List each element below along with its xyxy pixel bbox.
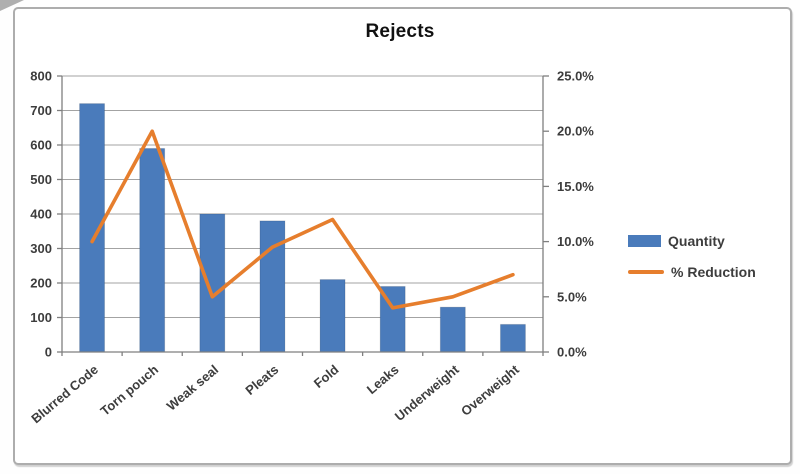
left-axis-label: 100 bbox=[30, 310, 52, 325]
corner-artifact bbox=[0, 0, 24, 11]
category-label: Pleats bbox=[242, 362, 281, 398]
left-axis-label: 700 bbox=[30, 103, 52, 118]
left-axis-label: 200 bbox=[30, 276, 52, 291]
bar-Torn pouch bbox=[139, 147, 166, 353]
right-axis-label: 5.0% bbox=[557, 289, 587, 304]
category-label: Leaks bbox=[364, 362, 402, 397]
chart-title: Rejects bbox=[365, 21, 435, 42]
category-label: Overweight bbox=[458, 361, 522, 418]
category-label: Torn pouch bbox=[97, 362, 161, 419]
bar-Underweight bbox=[439, 306, 466, 353]
legend-quantity-label: Quantity bbox=[668, 233, 725, 249]
reduction-line-swatch-icon bbox=[628, 270, 664, 274]
right-axis-label: 0.0% bbox=[557, 345, 587, 360]
reduction-line bbox=[90, 129, 515, 310]
quantity-bar-swatch-icon bbox=[628, 235, 661, 247]
category-label: Blurred Code bbox=[28, 362, 101, 426]
right-axis-label: 20.0% bbox=[557, 124, 594, 139]
category-label: Underweight bbox=[392, 361, 462, 424]
right-axis-label: 10.0% bbox=[557, 234, 594, 249]
bar-Overweight bbox=[499, 323, 526, 353]
category-label: Weak seal bbox=[164, 362, 222, 414]
right-axis-label: 15.0% bbox=[557, 179, 594, 194]
legend-item-quantity: Quantity bbox=[628, 233, 756, 249]
bar-Fold bbox=[319, 279, 346, 353]
left-axis-label: 600 bbox=[30, 138, 52, 153]
left-axis-label: 400 bbox=[30, 207, 52, 222]
legend: Quantity % Reduction bbox=[628, 233, 756, 280]
bar-Pleats bbox=[259, 220, 286, 353]
legend-reduction-label: % Reduction bbox=[671, 264, 756, 280]
legend-item-reduction: % Reduction bbox=[628, 264, 756, 280]
left-axis-label: 0 bbox=[45, 345, 52, 360]
left-axis-label: 300 bbox=[30, 241, 52, 256]
left-axis-label: 800 bbox=[30, 69, 52, 84]
category-label: Fold bbox=[311, 362, 342, 391]
right-axis-label: 25.0% bbox=[557, 69, 594, 84]
left-axis-label: 500 bbox=[30, 172, 52, 187]
bar-Weak seal bbox=[199, 213, 226, 353]
